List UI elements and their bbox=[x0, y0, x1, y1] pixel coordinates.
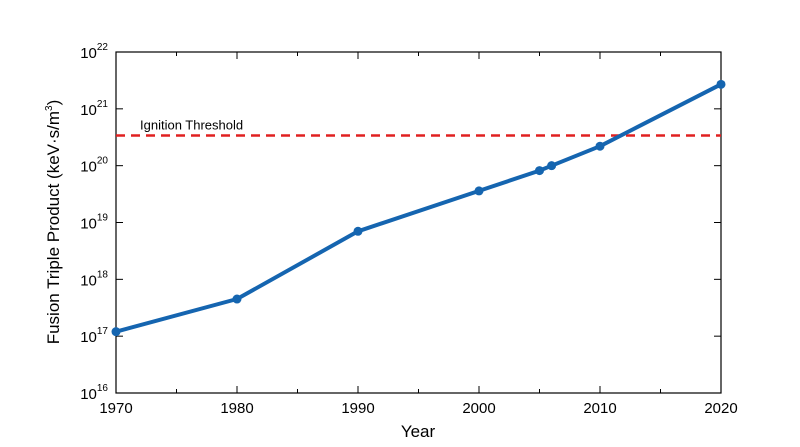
y-tick-base: 10 bbox=[80, 216, 97, 233]
y-tick-label: 1020 bbox=[80, 156, 108, 176]
x-tick-label: 2010 bbox=[583, 400, 616, 417]
x-tick-label: 1980 bbox=[220, 400, 253, 417]
x-axis-label: Year bbox=[401, 422, 436, 441]
y-tick-exponent: 17 bbox=[97, 326, 109, 337]
data-point bbox=[474, 186, 484, 196]
data-point bbox=[111, 327, 121, 337]
y-tick-label: 1019 bbox=[80, 213, 108, 233]
data-point bbox=[716, 79, 726, 89]
series-layer bbox=[111, 79, 726, 337]
y-tick-base: 10 bbox=[80, 102, 97, 119]
y-tick-base: 10 bbox=[80, 272, 97, 289]
x-tick-label: 2020 bbox=[704, 400, 737, 417]
y-axis-label-close: ) bbox=[44, 100, 63, 106]
data-point bbox=[547, 161, 557, 171]
data-point bbox=[353, 226, 363, 236]
y-tick-label: 1021 bbox=[80, 99, 108, 119]
y-tick-base: 10 bbox=[80, 45, 97, 62]
y-tick-exponent: 19 bbox=[97, 213, 109, 224]
ignition-threshold-label: Ignition Threshold bbox=[140, 117, 243, 132]
y-tick-base: 10 bbox=[80, 386, 97, 403]
plot-frame bbox=[115, 51, 722, 394]
y-tick-exponent: 16 bbox=[97, 383, 109, 394]
y-tick-label: 1017 bbox=[80, 326, 108, 346]
data-point bbox=[232, 294, 242, 304]
x-tick-label: 2000 bbox=[462, 400, 495, 417]
y-axis-label-main: Fusion Triple Product (keV·s/m bbox=[44, 111, 63, 344]
data-point bbox=[595, 141, 605, 151]
y-tick-base: 10 bbox=[80, 159, 97, 176]
y-tick-base: 10 bbox=[80, 329, 97, 346]
y-tick-exponent: 18 bbox=[97, 269, 109, 280]
x-tick-label: 1990 bbox=[341, 400, 374, 417]
y-axis-label-exponent: 3 bbox=[44, 105, 55, 111]
x-tick-label: 1970 bbox=[99, 400, 132, 417]
y-tick-exponent: 22 bbox=[97, 42, 109, 53]
data-point bbox=[535, 166, 544, 176]
y-axis-label: Fusion Triple Product (keV·s/m3) bbox=[44, 100, 63, 345]
y-tick-label: 1016 bbox=[80, 383, 108, 403]
series-line bbox=[114, 82, 723, 334]
y-tick-label: 1022 bbox=[80, 42, 108, 62]
y-tick-exponent: 21 bbox=[97, 99, 109, 110]
y-tick-label: 1018 bbox=[80, 269, 108, 289]
y-tick-exponent: 20 bbox=[97, 156, 109, 167]
x-axis: 1970 1980 1990 2000 2010 2020 bbox=[99, 52, 738, 417]
